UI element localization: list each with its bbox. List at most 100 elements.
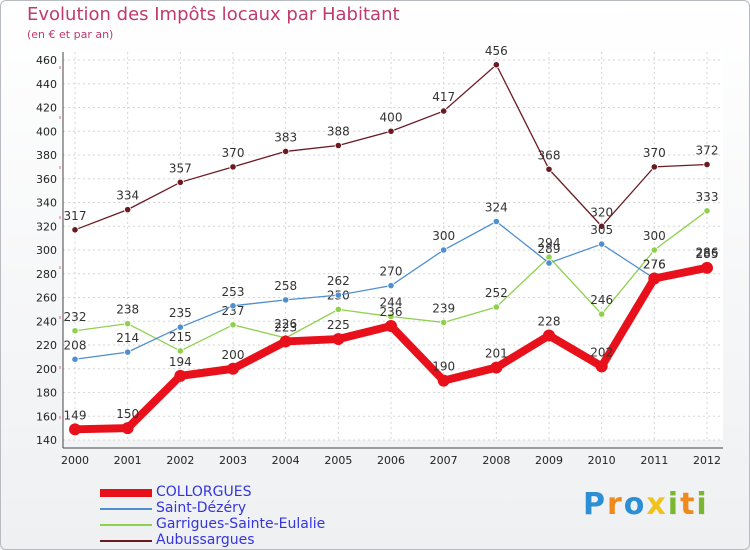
data-label: 232 [64,310,87,324]
data-point [282,147,290,156]
data-point [545,165,553,173]
y-tick-label: 280 [36,268,57,281]
legend-swatch [100,524,152,526]
data-label: 246 [590,293,613,307]
legend-swatch [100,540,152,542]
legend-label: Saint-Dézéry [156,500,247,516]
y-tick-label: 260 [36,292,57,305]
x-tick-label: 2005 [324,454,352,467]
y-tick-label: 340 [36,197,57,210]
data-point [229,163,237,171]
x-tick-label: 2009 [535,454,563,467]
data-point [385,320,397,332]
x-tick-label: 2003 [219,454,247,467]
data-point [545,259,553,267]
data-label: 320 [590,205,613,219]
data-label: 370 [222,146,245,160]
y-tick-label: 440 [36,78,57,91]
data-label: 225 [327,318,350,332]
data-point [124,348,132,356]
series-garrigues-sainte-eulalie: 232238215237226250244239252294246300333 [64,190,718,355]
data-point [282,296,290,304]
data-label: 223 [274,320,297,334]
data-label: 262 [327,274,350,288]
data-label: 305 [590,223,613,237]
data-point [492,61,500,69]
logo-letter: o [623,487,647,522]
y-tick-label: 220 [36,339,57,352]
data-point [543,329,555,342]
x-tick-label: 2000 [61,454,89,467]
data-label: 200 [222,348,245,362]
data-label: 226 [274,317,297,331]
logo-letter: i [667,487,681,522]
data-point [71,226,79,234]
y-tick-label: 380 [36,149,57,162]
data-label: 252 [485,286,508,300]
data-point [598,222,606,230]
data-label: 368 [538,148,561,162]
data-point [124,206,132,214]
data-point [387,282,395,290]
data-point [598,240,606,248]
data-point [703,160,711,169]
data-point [492,217,500,226]
proxiti-logo: Proxiti [583,487,709,522]
data-label: 258 [274,279,297,293]
data-point [440,107,448,115]
data-label: 317 [64,209,87,223]
data-label: 238 [116,303,139,317]
plot-area [63,52,723,440]
data-point [650,163,658,171]
data-point [227,362,239,375]
data-label: 456 [485,44,508,58]
series-saint-d-z-ry: 208 214 235 253 258 262 270 300 324 289 305 276 286 [64,201,718,363]
data-point [334,141,342,150]
x-tick-label: 2002 [166,454,194,467]
x-tick-labels: 2000 2001 2002 2003 2004 2005 2006 2007 2008 2009… [61,454,721,467]
data-label: 270 [380,265,403,279]
data-point [71,355,79,363]
data-point [701,261,713,274]
data-label: 285 [696,247,719,261]
data-point [598,310,606,318]
y-tick-label: 360 [36,173,57,186]
logo-letter: t [680,487,697,522]
data-label: 388 [327,125,350,139]
data-point [440,246,448,254]
data-label: 237 [222,304,245,318]
y-tick-label: 240 [36,315,57,328]
data-label: 208 [64,338,87,352]
data-point [703,207,711,215]
data-label: 300 [643,229,666,243]
data-point [332,333,345,346]
data-point [334,291,342,299]
data-point [71,327,79,335]
data-label: 149 [64,408,87,422]
data-label: 228 [538,315,561,329]
data-point [176,323,184,331]
data-label: 383 [274,130,297,144]
data-label: 236 [380,305,403,319]
x-tick-label: 2007 [430,454,458,467]
y-tick-label: 300 [36,244,57,257]
data-label: 324 [485,201,508,215]
data-label: 235 [169,306,192,320]
data-label: 214 [116,331,139,345]
chart-subtitle: (en € et par an) [27,28,114,41]
x-tick-label: 2006 [377,454,405,467]
data-point [492,303,500,311]
logo-letter: i [696,487,709,522]
legend-swatch [100,508,152,510]
data-label: 357 [169,161,192,175]
chart-title: Evolution des Impôts locaux par Habitant [27,4,400,25]
data-label: 276 [643,258,666,272]
data-point [176,347,184,355]
series-collorgues: 149 150 194 200 223 225 236 190 201 228 202 276 285 [64,247,719,436]
data-label: 372 [696,144,719,158]
data-label: 294 [538,236,561,250]
x-tick-label: 2012 [693,454,721,467]
data-label: 190 [432,360,455,374]
data-point [648,272,661,285]
